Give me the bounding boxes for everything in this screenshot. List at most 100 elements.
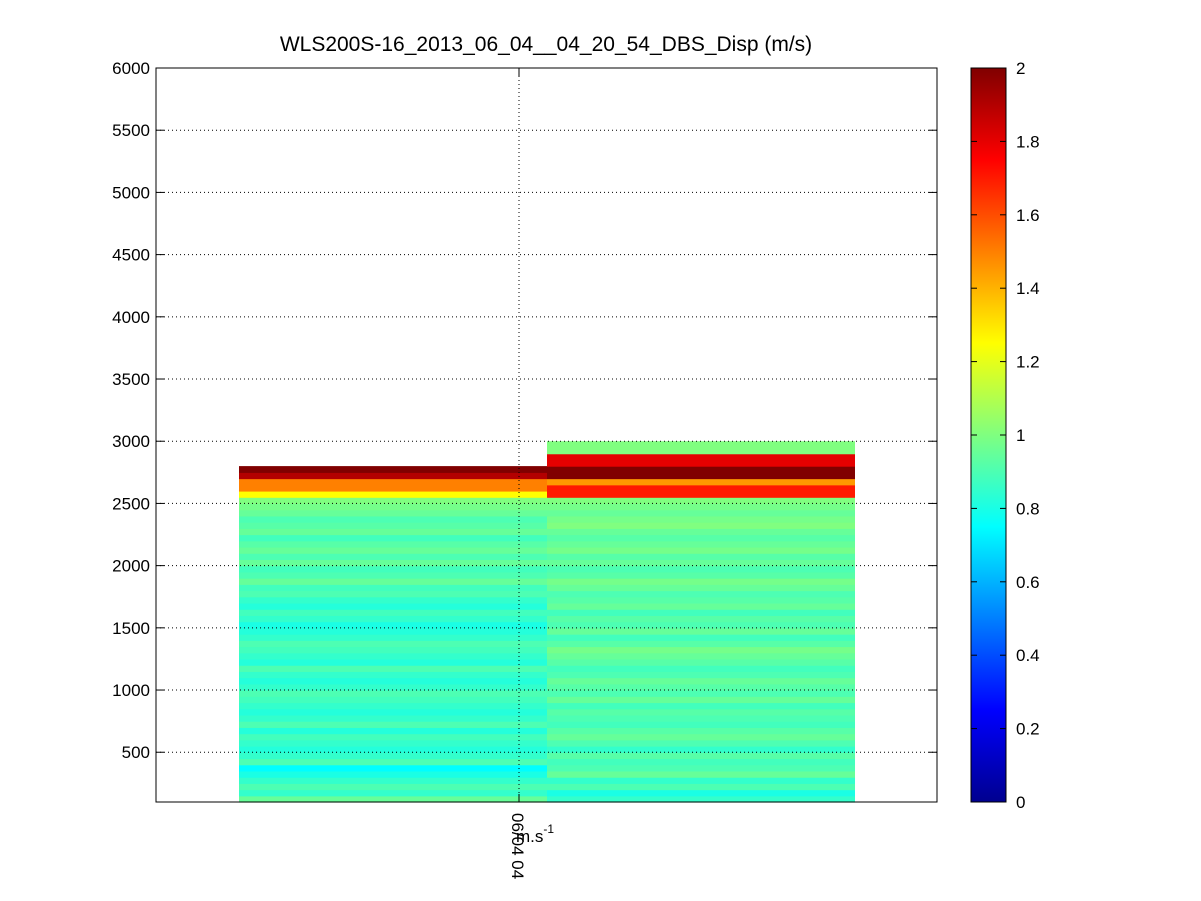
heatmap-cell <box>239 615 547 623</box>
heatmap-cell <box>239 708 547 716</box>
colorbar-tick-label: 1.8 <box>1016 132 1040 151</box>
heatmap-cell <box>239 671 547 679</box>
colorbar-tick-label: 1.2 <box>1016 353 1040 372</box>
heatmap-cell <box>239 621 547 629</box>
heatmap-cell <box>239 752 547 760</box>
heatmap-cell <box>547 522 855 529</box>
heatmap-cell <box>239 696 547 704</box>
heatmap-cell <box>239 677 547 685</box>
y-tick-label: 3500 <box>112 370 150 389</box>
heatmap-cell <box>547 565 855 573</box>
colorbar: 0 0.2 0.4 0.6 0.8 1 1.2 1.4 1.6 1.8 2 <box>970 59 1040 812</box>
heatmap-cell <box>547 739 855 747</box>
heatmap-cell <box>239 490 547 498</box>
heatmap-cell <box>547 708 855 716</box>
heatmap-cell <box>239 702 547 710</box>
heatmap-cell <box>547 783 855 791</box>
heatmap-cell <box>239 534 547 542</box>
heatmap-cell <box>239 652 547 660</box>
heatmap-cell <box>239 553 547 561</box>
heatmap-cell <box>547 596 855 604</box>
heatmap-cell <box>547 478 855 486</box>
heatmap-cell <box>239 522 547 529</box>
heatmap-cell <box>239 609 547 616</box>
heatmap-cell <box>239 770 547 778</box>
heatmap-cell <box>547 702 855 710</box>
heatmap-cell <box>547 602 855 610</box>
heatmap-cell <box>239 559 547 567</box>
heatmap-cell <box>547 752 855 760</box>
heatmap-cell <box>547 746 855 753</box>
heatmap-cell <box>239 596 547 604</box>
y-tick-label: 6000 <box>112 59 150 78</box>
colorbar-tick-label: 0.2 <box>1016 720 1040 739</box>
heatmap-cell <box>547 770 855 778</box>
heatmap-cell <box>547 758 855 766</box>
heatmap-cell <box>239 472 547 480</box>
y-tick-label: 1500 <box>112 619 150 638</box>
heatmap-cell <box>239 777 547 784</box>
heatmap-cell <box>239 484 547 492</box>
heatmap-cell <box>239 546 547 554</box>
heatmap-cell <box>239 658 547 666</box>
heatmap-cell <box>547 733 855 741</box>
heatmap-cell <box>547 777 855 784</box>
y-tick-label: 4000 <box>112 308 150 327</box>
heatmap-cell <box>239 466 547 473</box>
heatmap-cell <box>547 466 855 473</box>
heatmap-cell <box>239 578 547 585</box>
heatmap-cell <box>547 571 855 579</box>
heatmap-cell <box>547 534 855 542</box>
heatmap-cell <box>239 565 547 573</box>
heatmap-cell <box>239 497 547 505</box>
heatmap-cell <box>547 503 855 511</box>
heatmap-cell <box>547 441 855 449</box>
heatmap-cell <box>239 739 547 747</box>
heatmap-cell <box>547 509 855 517</box>
heatmap-cell <box>239 540 547 548</box>
heatmap-cell <box>547 652 855 660</box>
y-tick-label: 2500 <box>112 494 150 513</box>
y-tick-label: 500 <box>122 743 150 762</box>
colorbar-tick-label: 0.6 <box>1016 573 1040 592</box>
heatmap-cell <box>239 727 547 735</box>
y-axis: 500 1000 1500 2000 2500 3000 3500 4000 4500 5000 5… <box>112 59 937 762</box>
heatmap-cell <box>239 503 547 511</box>
colorbar-tick-label: 1.6 <box>1016 206 1040 225</box>
heatmap-cell <box>547 621 855 629</box>
heatmap-cell <box>239 646 547 654</box>
heatmap-cell <box>547 459 855 467</box>
chart-title: WLS200S-16_2013_06_04__04_20_54_DBS_Disp… <box>280 33 812 56</box>
heatmap-cell <box>239 783 547 791</box>
heatmap-cell <box>547 490 855 498</box>
heatmap-cell <box>547 540 855 548</box>
heatmap-cell <box>239 602 547 610</box>
heatmap-cell <box>547 553 855 561</box>
heatmap-cell <box>239 571 547 579</box>
colorbar-tick-label: 0.4 <box>1016 646 1040 665</box>
colorbar-tick-label: 2 <box>1016 59 1025 78</box>
heatmap-cell <box>239 528 547 536</box>
heatmap-cell <box>547 714 855 722</box>
heatmap-cell <box>547 528 855 536</box>
heatmap-cell <box>239 690 547 697</box>
heatmap-cell <box>547 472 855 480</box>
heatmap-cell <box>547 683 855 691</box>
heatmap-cell <box>547 578 855 585</box>
y-tick-label: 5000 <box>112 183 150 202</box>
heatmap-cell <box>239 714 547 722</box>
heatmap-cell <box>547 721 855 728</box>
heatmap-cell <box>547 515 855 523</box>
heatmap-cell <box>547 627 855 635</box>
y-tick-label: 2000 <box>112 557 150 576</box>
heatmap-cell <box>239 665 547 672</box>
colorbar-tick-label: 0 <box>1016 793 1025 812</box>
heatmap-cell <box>239 584 547 592</box>
y-tick-label: 1000 <box>112 681 150 700</box>
plot-frame <box>155 67 938 803</box>
heatmap-cell <box>239 634 547 641</box>
heatmap-cell <box>547 727 855 735</box>
heatmap-cell <box>547 764 855 772</box>
heatmap-cell <box>547 795 855 803</box>
x-axis-label-sup: -1 <box>543 822 554 836</box>
